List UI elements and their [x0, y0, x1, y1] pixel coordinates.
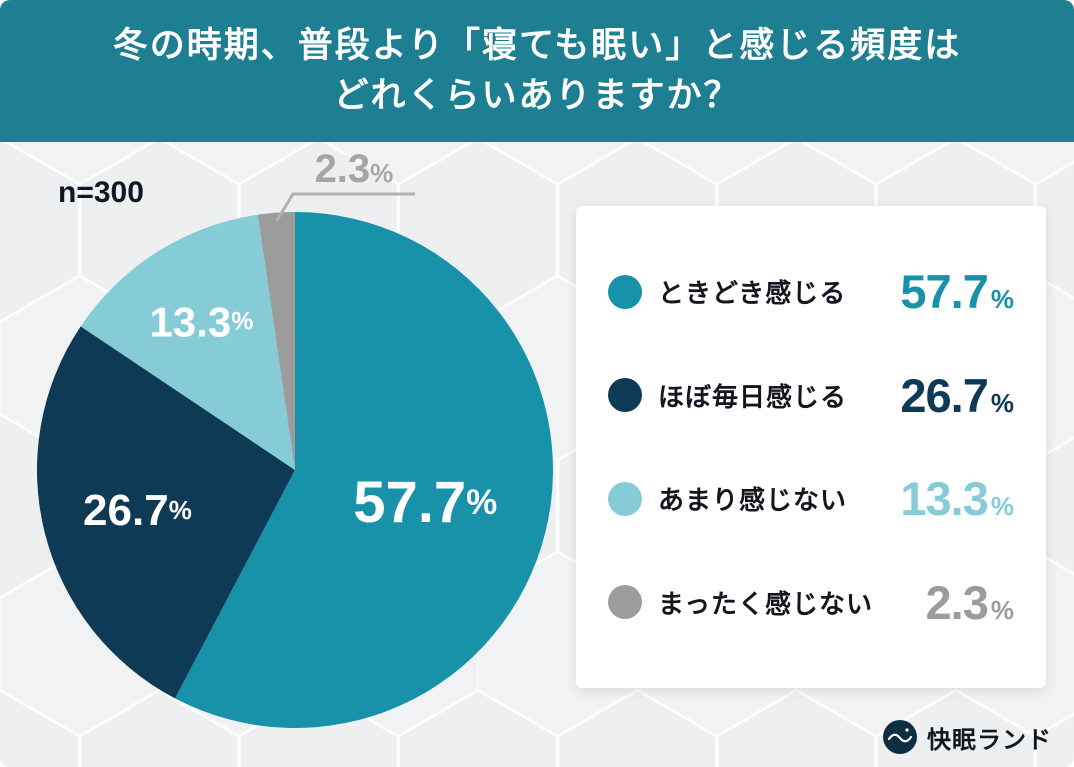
- pie-slice-3: [257, 212, 295, 470]
- legend-color-dot: [608, 585, 642, 620]
- pie-slice-0: [174, 212, 554, 728]
- legend-item-value: 2.3 %: [926, 575, 1014, 630]
- legend-percent-number: 26.7: [900, 368, 988, 422]
- legend-color-dot: [608, 274, 642, 309]
- legend-color-dot: [608, 378, 642, 413]
- pie-slice-2: [80, 214, 295, 470]
- sample-size-label: n=300: [58, 176, 144, 209]
- legend-item-label: まったく感じない: [658, 588, 873, 619]
- pie-chart-area: 57.7% 26.7% 13.3% 2.3%: [10, 140, 610, 760]
- pie-slice-1: [37, 326, 295, 699]
- legend-item: まったく感じない 2.3 %: [608, 575, 1014, 630]
- pie-slice-label-2: 13.3%: [149, 298, 253, 345]
- legend-percent-number: 57.7: [900, 265, 988, 319]
- legend-percent-sign: %: [990, 491, 1014, 522]
- legend-card: ときどき感じる 57.7 % ほぼ毎日感じる 26.7 % あまり感じない 13…: [576, 206, 1046, 688]
- header-band: 冬の時期、普段より「寝ても眠い」と感じる頻度は どれくらいありますか？: [0, 0, 1074, 142]
- legend-item-label: ときどき感じる: [658, 278, 847, 309]
- pie-chart: 57.7% 26.7% 13.3% 2.3%: [37, 147, 554, 728]
- legend-item: ほぼ毎日感じる 26.7 %: [608, 368, 1014, 423]
- page-title-line-1: 冬の時期、普段より「寝ても眠い」と感じる頻度は: [112, 26, 962, 65]
- legend-item: あまり感じない 13.3 %: [608, 471, 1014, 526]
- legend-percent-number: 13.3: [900, 472, 988, 526]
- legend-color-dot: [608, 481, 642, 516]
- pie-callout-label-3: 2.3%: [315, 147, 394, 191]
- brand-badge-icon: [883, 720, 917, 754]
- legend-item-label: ほぼ毎日感じる: [658, 381, 848, 412]
- pie-slice-label-0: 57.7%: [353, 470, 497, 535]
- legend-percent-sign: %: [990, 387, 1014, 418]
- legend-percent-sign: %: [990, 594, 1014, 625]
- pie-slice-label-1: 26.7%: [83, 485, 192, 534]
- legend-item-value: 13.3 %: [900, 471, 1014, 526]
- legend-item-label: あまり感じない: [658, 485, 848, 516]
- legend-item-value: 26.7 %: [900, 368, 1014, 423]
- legend-item: ときどき感じる 57.7 %: [608, 264, 1014, 319]
- pie-callout-line: [275, 192, 415, 222]
- legend-item-value: 57.7 %: [900, 264, 1014, 319]
- legend-percent-number: 2.3: [925, 575, 989, 629]
- brand-logo: 快眠ランド: [882, 719, 1052, 755]
- brand-name: 快眠ランド: [927, 726, 1052, 754]
- legend-percent-sign: %: [990, 284, 1014, 315]
- page-title-line-2: どれくらいありますか？: [333, 76, 741, 115]
